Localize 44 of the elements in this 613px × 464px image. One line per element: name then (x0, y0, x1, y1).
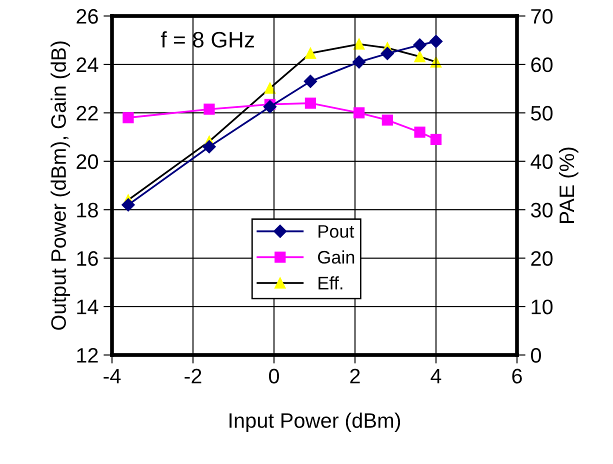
y-tick-label: 26 (76, 9, 98, 24)
y2-axis-title: PAE (%) (558, 148, 578, 223)
point (414, 126, 426, 138)
x-tick-label: 2 (350, 368, 360, 384)
y-axis-title: Output Power (dBm), Gain (dB) (50, 41, 70, 330)
y2-tick-label: 60 (531, 57, 553, 72)
point (382, 114, 393, 126)
x-tick-label: -2 (184, 368, 202, 384)
point (429, 34, 443, 48)
point (122, 198, 135, 212)
point (263, 100, 277, 114)
y-tick-label: 22 (76, 106, 98, 120)
point (413, 38, 426, 52)
y2-tick-label: 30 (530, 202, 553, 218)
legend-label: Gain (318, 250, 354, 264)
y2-tick-label: 40 (530, 154, 553, 170)
x-tick-label: -4 (104, 368, 121, 384)
y2-tick-label: 70 (531, 9, 553, 24)
legend-label: Eff. (318, 276, 342, 290)
x-tick-label: 4 (430, 368, 442, 384)
point (380, 46, 394, 60)
y2-tick-label: 20 (531, 251, 553, 266)
point (202, 140, 216, 154)
annotation: f = 8 GHz (160, 31, 254, 48)
y-tick-label: 18 (77, 202, 98, 218)
y-tick-label: 20 (76, 154, 98, 170)
y-tick-label: 14 (77, 300, 98, 314)
point (353, 107, 365, 118)
y2-tick-label: 0 (531, 348, 541, 363)
y2-tick-label: 10 (532, 300, 553, 314)
point (122, 112, 134, 124)
point (304, 74, 318, 88)
x-tick-label: 6 (512, 368, 522, 384)
point (204, 104, 215, 115)
x-tick-label: 0 (269, 368, 279, 384)
point (352, 55, 366, 69)
legend-label: Pout (318, 225, 354, 238)
point (430, 134, 442, 146)
point (304, 98, 316, 109)
y-tick-label: 16 (77, 251, 98, 266)
x-axis-title: Input Power (dBm) (230, 412, 400, 432)
y2-tick-label: 50 (531, 106, 553, 121)
y-tick-label: 12 (77, 348, 98, 363)
y-tick-label: 24 (76, 57, 98, 72)
